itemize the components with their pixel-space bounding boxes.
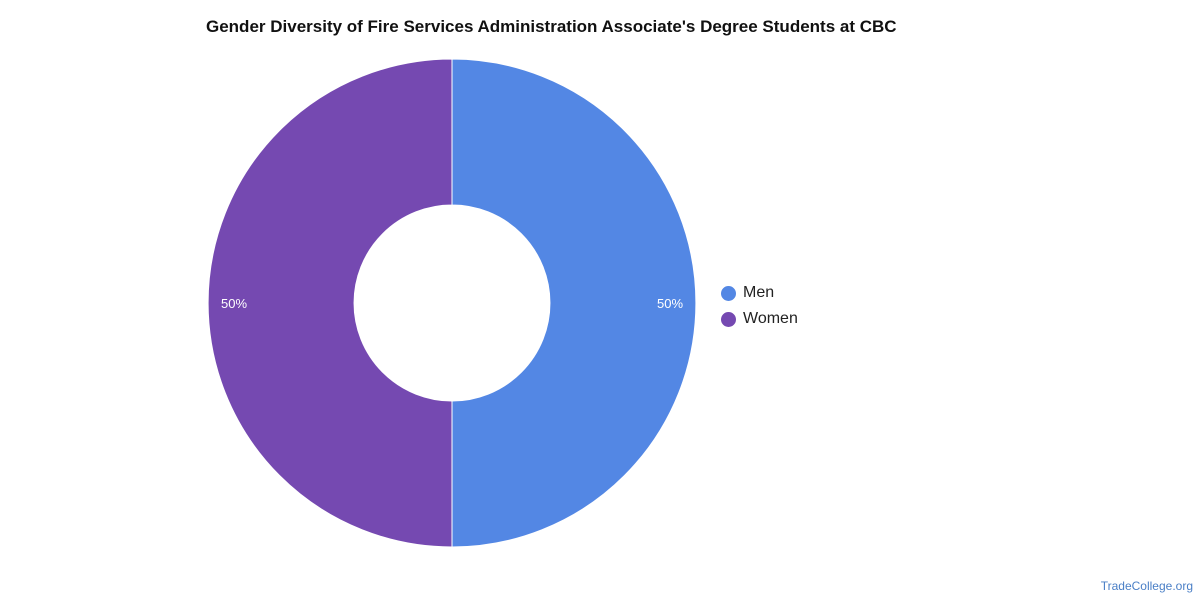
legend: Men Women — [721, 280, 798, 332]
chart-title: Gender Diversity of Fire Services Admini… — [206, 17, 897, 36]
legend-item-women[interactable]: Women — [721, 306, 798, 332]
slice-men[interactable] — [451, 58, 697, 548]
legend-swatch-women — [721, 311, 736, 327]
data-label-men: 50% — [657, 296, 683, 311]
legend-swatch-men — [721, 285, 736, 301]
watermark-link[interactable]: TradeCollege.org — [1100, 579, 1193, 593]
slices-group — [207, 58, 697, 548]
legend-label-men: Men — [743, 284, 775, 301]
slice-women[interactable] — [207, 58, 453, 548]
data-label-women: 50% — [221, 296, 247, 311]
data-labels-group: 50% 50% — [221, 296, 683, 311]
legend-item-men[interactable]: Men — [721, 280, 798, 306]
legend-label-women: Women — [743, 310, 798, 327]
